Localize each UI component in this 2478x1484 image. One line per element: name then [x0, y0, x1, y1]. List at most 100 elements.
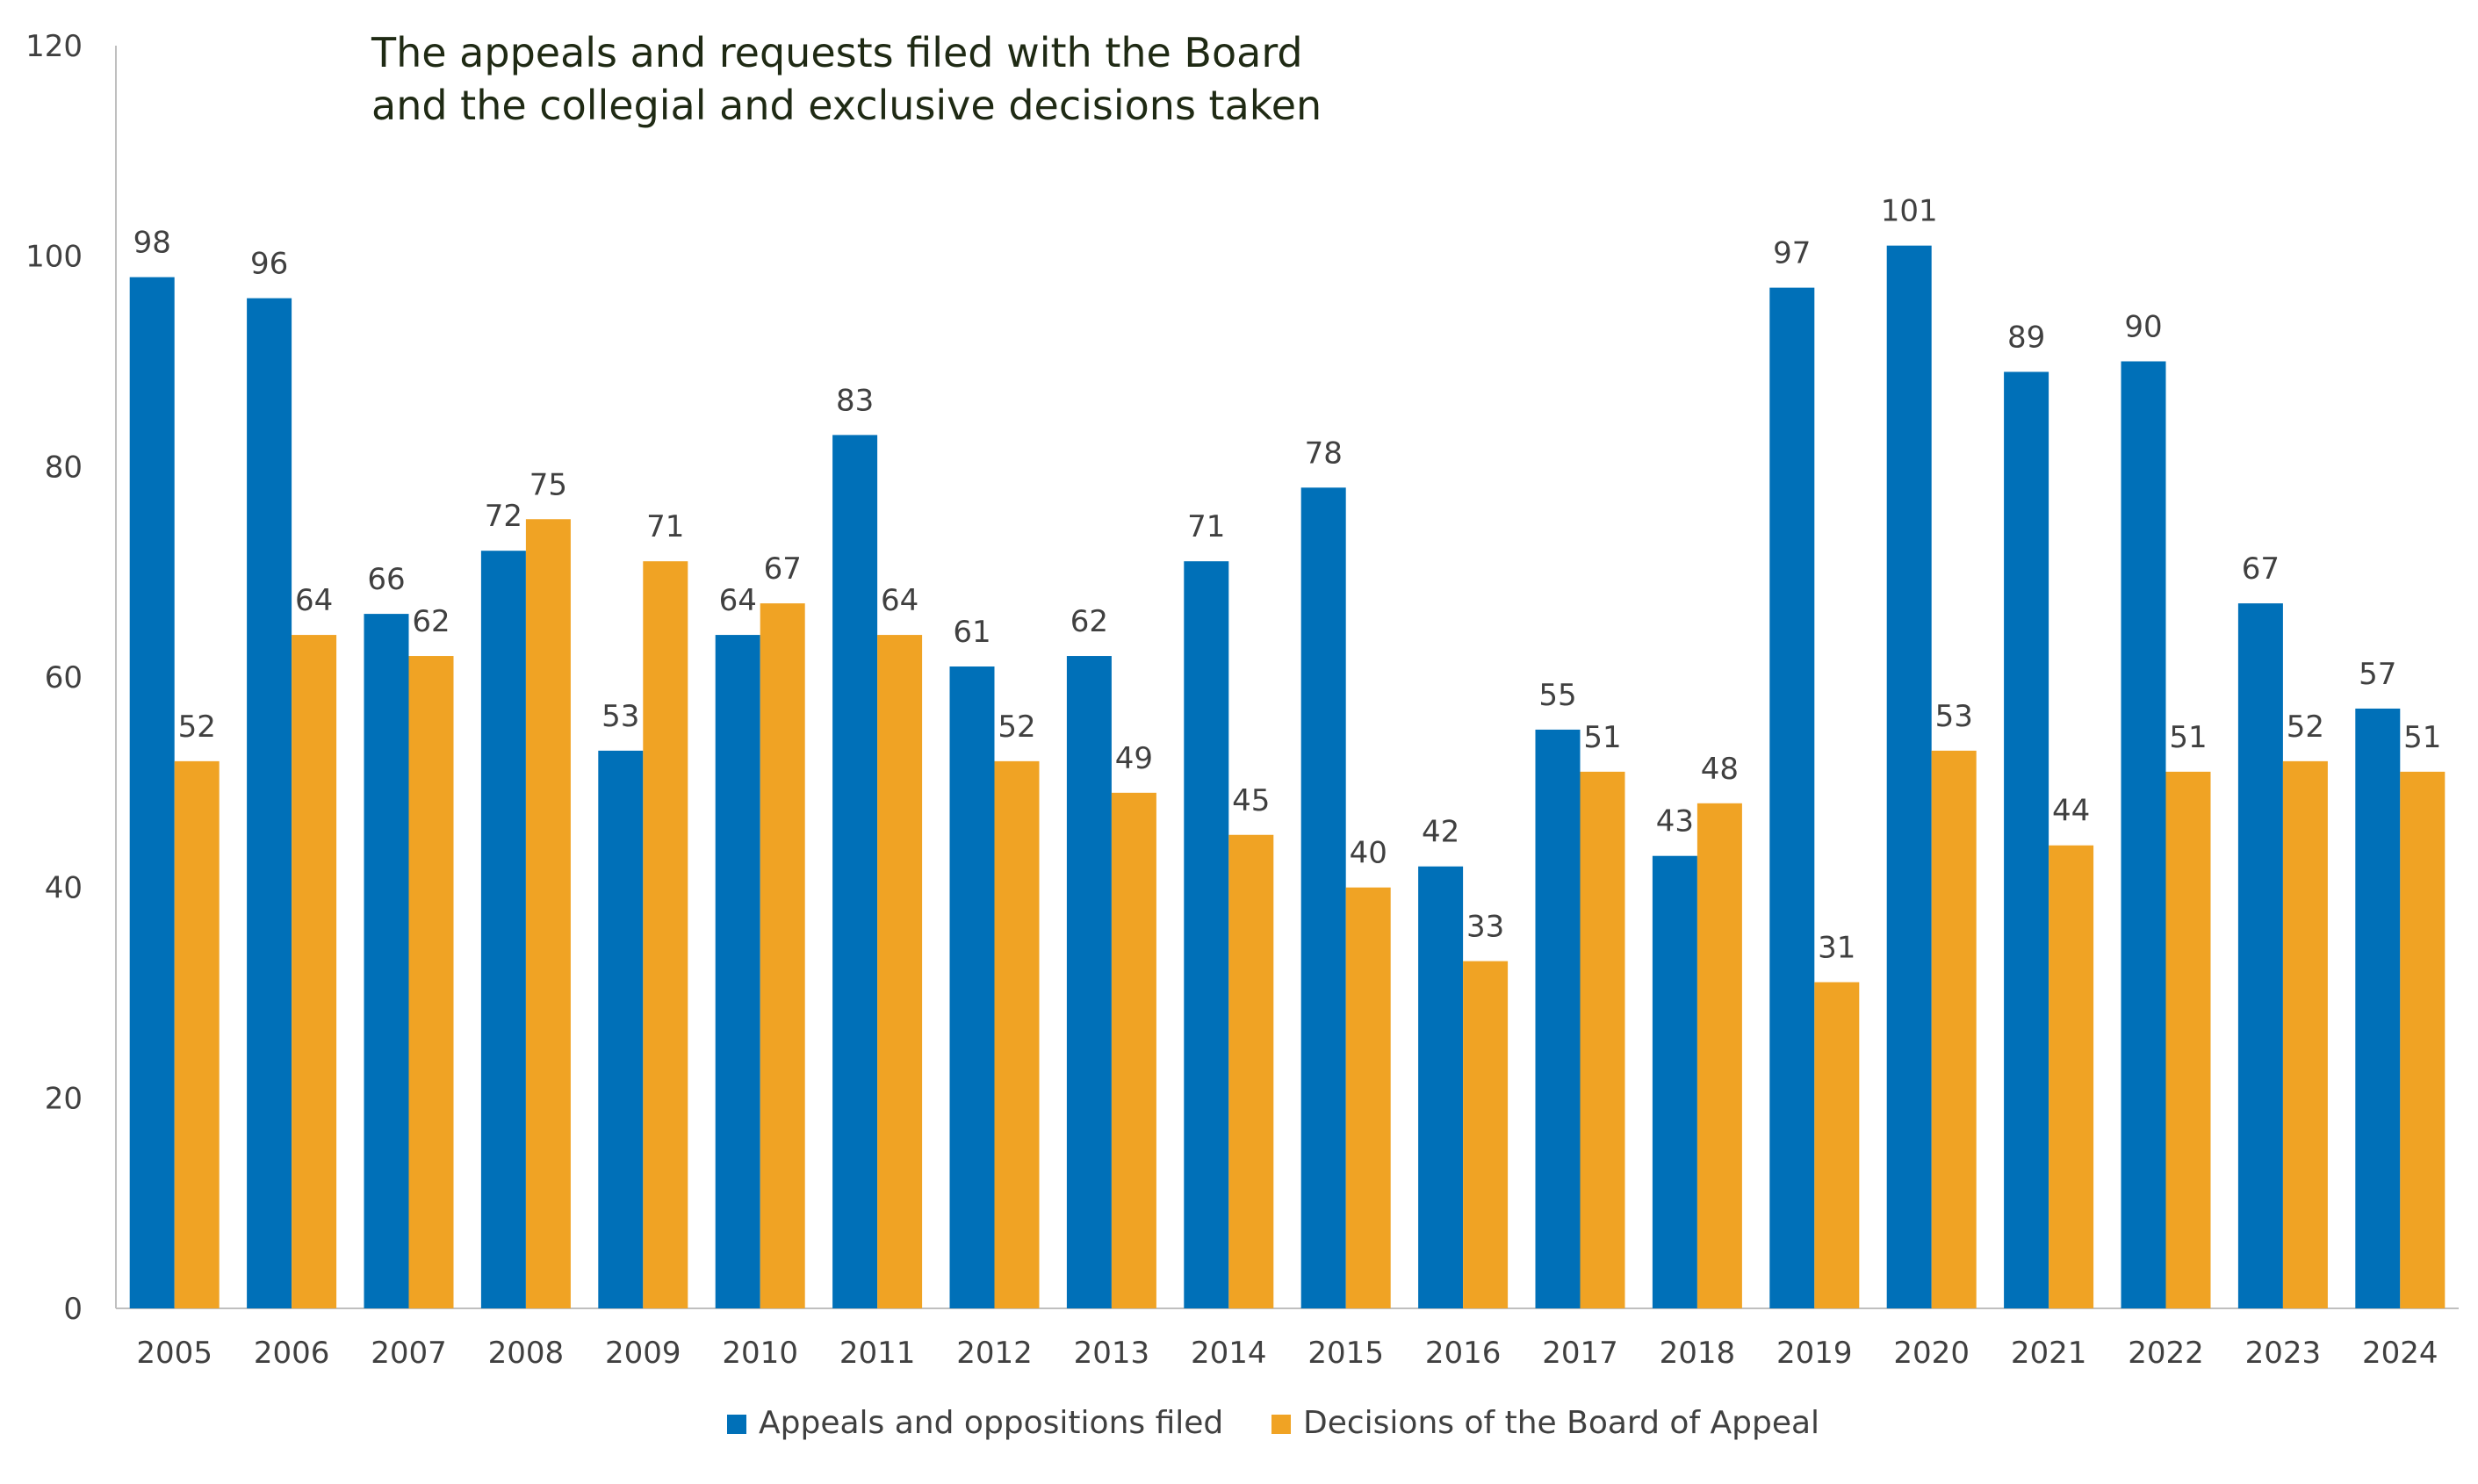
bar-board-decisions	[408, 656, 454, 1308]
bar-appeals-filed	[2355, 708, 2401, 1308]
data-labels: 9852966466627275537164678364615262497145…	[133, 194, 2442, 966]
bar-appeals-filed	[1300, 487, 1346, 1308]
x-tick-label: 2012	[956, 1336, 1033, 1371]
x-tick-label: 2014	[1191, 1336, 1267, 1371]
axes: 0 20 40 60 80 100 120 2005 2006 2007 2008 2009 2010 2…	[25, 29, 2459, 1371]
bar-appeals-filed	[832, 435, 878, 1309]
bar-board-decisions	[877, 635, 923, 1308]
data-label-appeals-filed: 90	[2124, 310, 2162, 345]
bar-board-decisions	[2165, 771, 2211, 1308]
bar-board-decisions	[2400, 771, 2446, 1308]
bar-appeals-filed	[480, 551, 526, 1308]
x-tick-label: 2011	[839, 1336, 916, 1371]
bar-appeals-filed	[2004, 371, 2049, 1308]
x-tick-label: 2009	[605, 1336, 681, 1371]
bar-board-decisions	[1580, 771, 1625, 1308]
data-label-board-decisions: 51	[2403, 720, 2441, 755]
legend: Appeals and oppositions filed Decisions o…	[727, 1405, 1819, 1441]
data-label-board-decisions: 62	[412, 604, 450, 639]
x-tick-label: 2007	[371, 1336, 447, 1371]
bar-board-decisions	[760, 603, 805, 1308]
y-tick-label: 80	[45, 450, 83, 485]
data-label-board-decisions: 31	[1818, 931, 1855, 966]
x-tick-label: 2005	[136, 1336, 213, 1371]
bar-appeals-filed	[247, 298, 292, 1309]
chart-title-line-2: and the collegial and exclusive decision…	[371, 82, 1322, 129]
data-label-board-decisions: 49	[1115, 741, 1153, 776]
x-tick-label: 2017	[1542, 1336, 1618, 1371]
data-label-appeals-filed: 71	[1187, 509, 1225, 544]
y-tick-label: 0	[63, 1292, 83, 1327]
data-label-board-decisions: 52	[2287, 710, 2324, 745]
bar-board-decisions	[2049, 845, 2094, 1308]
x-tick-label: 2020	[1893, 1336, 1970, 1371]
bar-board-decisions	[1228, 834, 1274, 1308]
data-label-appeals-filed: 67	[2242, 551, 2280, 587]
data-label-board-decisions: 40	[1350, 836, 1387, 871]
bar-board-decisions	[1814, 982, 1860, 1308]
bars	[129, 245, 2446, 1309]
data-label-appeals-filed: 98	[133, 226, 171, 261]
data-label-appeals-filed: 43	[1656, 804, 1694, 839]
bar-appeals-filed	[1652, 855, 1697, 1308]
data-label-appeals-filed: 64	[719, 583, 757, 618]
x-tick-label: 2018	[1660, 1336, 1736, 1371]
bar-board-decisions	[292, 635, 337, 1308]
data-label-appeals-filed: 57	[2359, 657, 2396, 692]
bar-board-decisions	[994, 760, 1040, 1308]
data-label-board-decisions: 52	[178, 710, 216, 745]
x-tick-label: 2019	[1776, 1336, 1853, 1371]
data-label-board-decisions: 52	[998, 710, 1035, 745]
x-tick-label: 2022	[2128, 1336, 2204, 1371]
bar-appeals-filed	[1184, 561, 1229, 1308]
bar-board-decisions	[2282, 760, 2328, 1308]
bar-board-decisions	[174, 760, 220, 1308]
data-label-appeals-filed: 42	[1422, 815, 1459, 850]
data-label-appeals-filed: 66	[367, 562, 405, 597]
x-tick-label: 2013	[1074, 1336, 1150, 1371]
bar-appeals-filed	[1886, 245, 1932, 1308]
bar-board-decisions	[525, 519, 571, 1308]
data-label-board-decisions: 75	[529, 467, 567, 502]
legend-swatch	[727, 1415, 746, 1434]
bar-board-decisions	[1696, 803, 1742, 1308]
bar-board-decisions	[1345, 887, 1391, 1308]
data-label-appeals-filed: 89	[2007, 320, 2045, 355]
data-label-board-decisions: 33	[1466, 910, 1504, 945]
data-label-board-decisions: 48	[1701, 752, 1739, 787]
bar-appeals-filed	[715, 635, 760, 1308]
x-tick-label: 2021	[2011, 1336, 2087, 1371]
bar-appeals-filed	[1535, 729, 1581, 1308]
bar-appeals-filed	[2237, 603, 2283, 1308]
y-tick-label: 100	[25, 240, 83, 275]
data-label-board-decisions: 53	[1935, 699, 1973, 734]
chart-title: The appeals and requests filed with the …	[371, 29, 1322, 129]
chart-title-line-1: The appeals and requests filed with the …	[371, 29, 1303, 76]
data-label-appeals-filed: 72	[485, 499, 522, 534]
data-label-board-decisions: 67	[764, 551, 802, 587]
x-tick-label: 2010	[722, 1336, 798, 1371]
data-label-appeals-filed: 96	[250, 247, 288, 282]
data-label-appeals-filed: 55	[1538, 678, 1576, 713]
data-label-board-decisions: 45	[1232, 783, 1270, 818]
bar-appeals-filed	[2121, 361, 2166, 1308]
legend-label: Decisions of the Board of Appeal	[1303, 1405, 1819, 1441]
x-tick-label: 2024	[2362, 1336, 2438, 1371]
x-tick-label: 2015	[1307, 1336, 1384, 1371]
data-label-appeals-filed: 97	[1773, 236, 1811, 271]
data-label-board-decisions: 44	[2052, 794, 2090, 829]
bar-board-decisions	[1111, 792, 1156, 1308]
data-label-board-decisions: 64	[295, 583, 333, 618]
data-label-board-decisions: 51	[2169, 720, 2207, 755]
bar-appeals-filed	[129, 277, 175, 1309]
bar-appeals-filed	[364, 614, 409, 1308]
data-label-board-decisions: 51	[1583, 720, 1621, 755]
bar-appeals-filed	[1066, 656, 1112, 1308]
data-label-appeals-filed: 53	[601, 699, 639, 734]
y-tick-label: 40	[45, 871, 83, 906]
x-tick-label: 2016	[1425, 1336, 1502, 1371]
bar-appeals-filed	[598, 750, 644, 1308]
data-label-appeals-filed: 78	[1305, 436, 1343, 471]
